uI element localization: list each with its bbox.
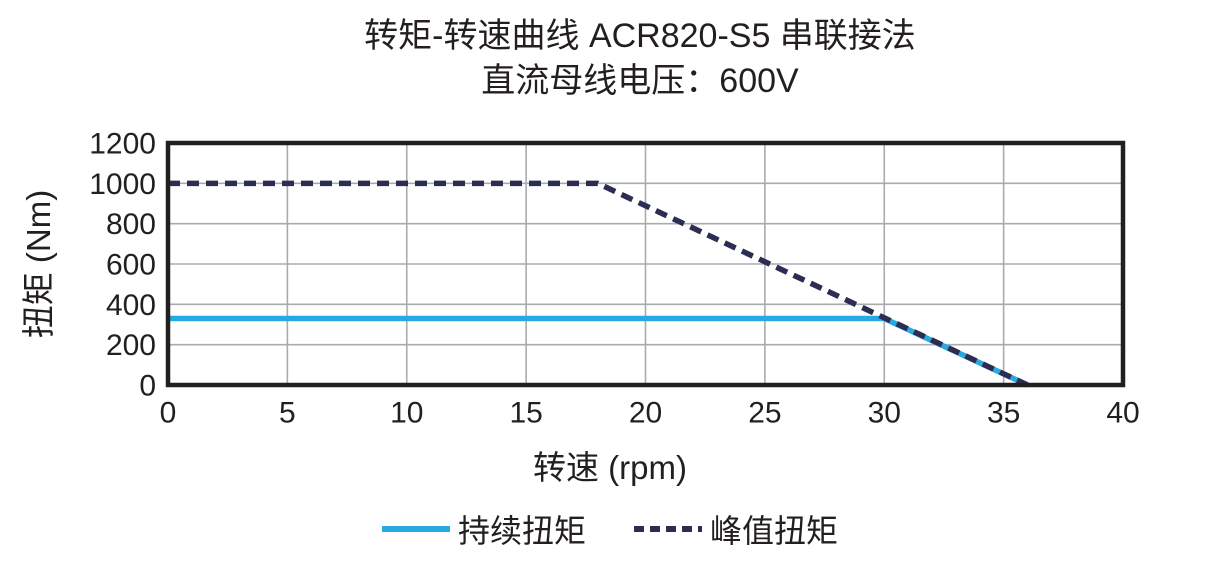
x-tick-label: 20 xyxy=(629,397,662,430)
series-line-dashed xyxy=(168,180,1029,388)
chart-title-line1: 转矩-转速曲线 ACR820-S5 串联接法 xyxy=(364,17,916,55)
y-tick-label: 1000 xyxy=(89,168,156,201)
chart-title-line2: 直流母线电压：600V xyxy=(481,61,799,100)
legend-item-peak: 峰值扭矩 xyxy=(634,506,838,552)
x-tick-label: 40 xyxy=(1106,397,1139,430)
y-tick-label: 1200 xyxy=(89,128,156,161)
torque-speed-plot: 0 200 400 600 800 1000 1200 0 5 10 15 20 25 30 35 40 xyxy=(89,128,1139,430)
y-tick-label: 200 xyxy=(106,329,156,362)
y-tick-label: 600 xyxy=(106,249,156,282)
series-line-solid xyxy=(168,315,1029,388)
x-tick-label: 30 xyxy=(868,397,901,430)
x-tick-label: 10 xyxy=(390,397,423,430)
plot-border xyxy=(165,140,1126,388)
y-tick-label: 0 xyxy=(139,370,156,403)
dashed-line-icon xyxy=(634,526,702,532)
solid-line-icon xyxy=(381,526,450,532)
x-tick-label: 15 xyxy=(509,397,542,430)
chart-title: 转矩-转速曲线 ACR820-S5 串联接法 直流母线电压：600V xyxy=(60,14,1220,104)
legend: 持续扭矩 峰值扭矩 xyxy=(0,506,1220,552)
x-tick-label: 5 xyxy=(279,397,296,430)
legend-label-continuous: 持续扭矩 xyxy=(457,513,586,549)
y-tick-label: 800 xyxy=(106,208,156,241)
y-tick-label: 400 xyxy=(106,289,156,322)
legend-label-peak: 峰值扭矩 xyxy=(710,513,839,549)
x-tick-label: 25 xyxy=(748,397,781,430)
x-tick-label: 0 xyxy=(160,397,177,430)
x-tick-label: 35 xyxy=(987,397,1020,430)
legend-item-continuous: 持续扭矩 xyxy=(381,506,586,552)
x-axis-label: 转速 (rpm) xyxy=(533,449,687,486)
